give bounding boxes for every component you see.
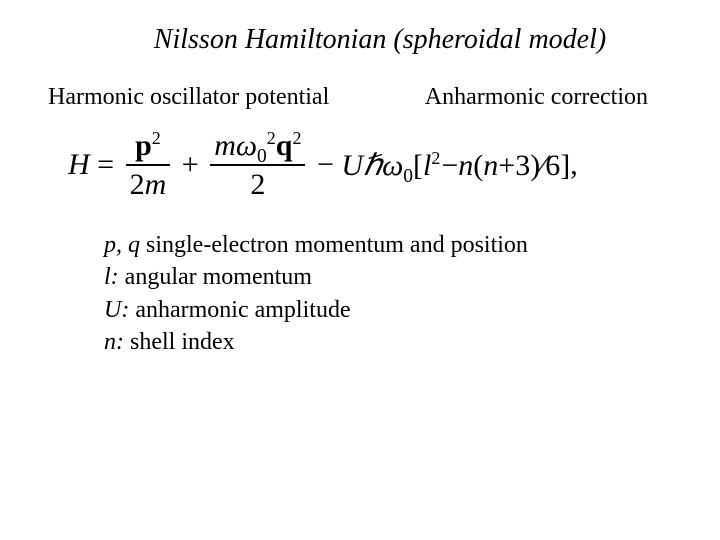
definition-symbol-u: U:: [104, 297, 129, 323]
anharmonic-label: Anharmonic correction: [425, 84, 648, 111]
eq-term1-2: 2: [130, 168, 145, 201]
eq-term3-l-sup: 2: [431, 148, 441, 168]
eq-bracket-open: [: [413, 149, 423, 182]
eq-bracket-close: ]: [560, 149, 570, 182]
eq-term1-p-exp: 2: [152, 128, 161, 148]
eq-term3-minus: −: [441, 149, 458, 182]
definitions-block: p, q single-electron momentum and positi…: [48, 229, 672, 359]
hamiltonian-equation: H = p2 2m + mω02q2 2 −: [68, 129, 672, 201]
eq-term2-fraction: mω02q2 2: [210, 129, 305, 201]
eq-term1-fraction: p2 2m: [126, 129, 171, 201]
definition-text-n: shell index: [124, 329, 235, 355]
eq-term2-q-sup: 2: [292, 128, 301, 148]
eq-term1-p: p: [135, 129, 152, 162]
fraction-bar-icon: [210, 164, 305, 166]
definition-symbol-n: n:: [104, 329, 124, 355]
eq-equals: =: [90, 148, 122, 182]
definition-line-u: U: anharmonic amplitude: [104, 294, 672, 326]
eq-term2-den: 2: [246, 168, 269, 201]
eq-tail-comma: ,: [570, 148, 578, 182]
eq-term1-num: p2: [131, 129, 165, 162]
eq-term2-m: m: [214, 129, 236, 162]
eq-paren-open: (: [473, 149, 483, 182]
eq-term3-plus: +: [498, 149, 515, 182]
eq-minus: −: [309, 148, 341, 182]
eq-term3-n2: n: [483, 149, 498, 182]
definition-text-pq: single-electron momentum and position: [140, 232, 528, 258]
fraction-bar-icon: [126, 164, 171, 166]
eq-term1-m: m: [145, 168, 167, 201]
equation-block: H = p2 2m + mω02q2 2 −: [48, 129, 672, 201]
eq-term2-num: mω02q2: [210, 129, 305, 162]
eq-term2-omega-sup: 2: [267, 128, 276, 148]
definition-symbol-pq: p, q: [104, 232, 140, 258]
eq-term3-omega-sub: 0: [403, 166, 413, 187]
eq-term2-omega: ω: [236, 129, 257, 162]
eq-term1-den: 2m: [126, 168, 171, 201]
eq-term3-coeff: Uℏω: [341, 149, 403, 182]
eq-term3-3: 3: [515, 149, 530, 182]
definition-text-l: angular momentum: [119, 264, 312, 290]
term-labels-row: Harmonic oscillator potential Anharmonic…: [48, 84, 672, 111]
definition-line-n: n: shell index: [104, 326, 672, 358]
definition-line-l: l: angular momentum: [104, 261, 672, 293]
eq-term2-q: q: [276, 129, 293, 162]
definition-symbol-l: l:: [104, 264, 119, 290]
eq-term3: Uℏω0[l2−n(n+3)∕6]: [341, 148, 570, 183]
eq-plus1: +: [174, 148, 206, 182]
definition-line-pq: p, q single-electron momentum and positi…: [104, 229, 672, 261]
eq-term3-n1: n: [458, 149, 473, 182]
slide: Nilsson Hamiltonian (spheroidal model) H…: [0, 0, 720, 540]
harmonic-label: Harmonic oscillator potential: [48, 84, 329, 111]
eq-term3-6: 6: [545, 149, 560, 182]
slide-title: Nilsson Hamiltonian (spheroidal model): [48, 24, 672, 56]
definition-text-u: anharmonic amplitude: [129, 297, 350, 323]
eq-paren-close: ): [530, 149, 540, 182]
eq-lhs: H: [68, 148, 90, 182]
